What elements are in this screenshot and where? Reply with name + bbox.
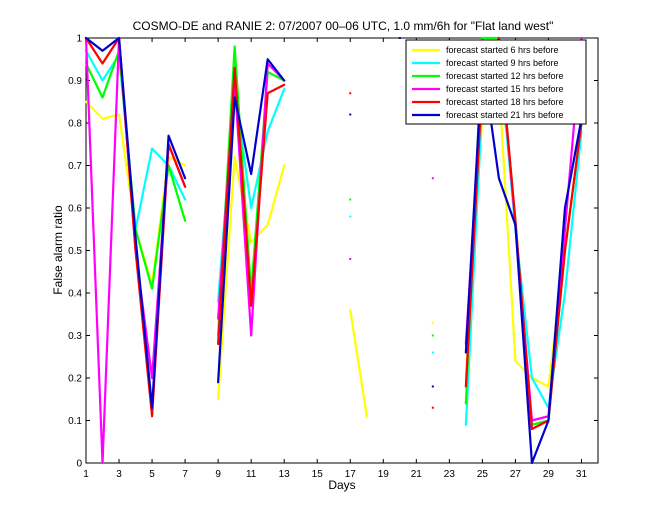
- legend-entry: forecast started 18 hrs before: [446, 97, 564, 107]
- data-point: [431, 334, 434, 337]
- series-line: [217, 66, 286, 346]
- series-layer: [84, 36, 583, 465]
- x-tick-label: 21: [411, 469, 423, 480]
- data-point: [431, 321, 434, 324]
- x-tick-label: 15: [312, 469, 324, 480]
- legend-box: [405, 39, 587, 125]
- data-point: [431, 351, 434, 354]
- x-tick-label: 23: [444, 469, 456, 480]
- legend-entry: forecast started 12 hrs before: [446, 71, 564, 81]
- data-point: [431, 406, 434, 409]
- series-line: [349, 308, 368, 418]
- y-tick-label: 0.3: [68, 331, 82, 342]
- y-tick-label: 0.7: [68, 161, 82, 172]
- data-point: [349, 198, 352, 201]
- series-line: [217, 58, 286, 384]
- y-tick-label: 1: [76, 34, 82, 45]
- x-tick-label: 5: [149, 469, 155, 480]
- y-tick-label: 0.4: [68, 289, 82, 300]
- data-point: [349, 113, 352, 116]
- x-tick-label: 17: [345, 469, 357, 480]
- x-tick-label: 1: [83, 469, 89, 480]
- y-tick-label: 0.2: [68, 374, 82, 385]
- y-axis-label: False alarm ratio: [51, 205, 65, 295]
- legend-entry: forecast started 15 hrs before: [446, 84, 564, 94]
- x-tick-label: 31: [576, 469, 588, 480]
- y-tick-label: 0: [76, 459, 82, 470]
- y-tick-label: 0.8: [68, 119, 82, 130]
- x-tick-label: 9: [215, 469, 221, 480]
- x-tick-label: 11: [246, 469, 257, 480]
- legend: forecast started 6 hrs before forecast st…: [405, 39, 587, 125]
- data-point: [349, 92, 352, 95]
- x-tick-label: 29: [543, 469, 555, 480]
- data-point: [431, 177, 434, 180]
- x-tick-label: 27: [510, 469, 522, 480]
- legend-entry: forecast started 21 hrs before: [446, 110, 564, 120]
- x-tick-label: 13: [279, 469, 291, 480]
- y-tick-label: 0.1: [68, 416, 82, 427]
- chart-title: COSMO-DE and RANIE 2: 07/2007 00–06 UTC,…: [133, 19, 554, 33]
- data-point: [349, 215, 352, 218]
- x-tick-label: 3: [116, 469, 122, 480]
- series-line: [217, 155, 286, 401]
- y-tick-label: 0.9: [68, 76, 82, 87]
- x-tick-label: 25: [477, 469, 489, 480]
- y-tick-label: 0.6: [68, 204, 82, 215]
- x-axis-label: Days: [328, 478, 355, 492]
- data-point: [431, 385, 434, 388]
- data-point: [349, 258, 352, 260]
- axis-ticks: 1 3 5 7 9 11 13 15 17 19 21 23 25 27 29 3100.10.20.30.4…: [68, 34, 598, 480]
- data-point: [398, 37, 401, 39]
- y-tick-label: 0.5: [68, 246, 82, 257]
- x-tick-label: 19: [378, 469, 390, 480]
- series-line: [84, 36, 187, 409]
- legend-entry: forecast started 6 hrs before: [446, 45, 559, 55]
- x-tick-label: 7: [182, 469, 188, 480]
- legend-entry: forecast started 9 hrs before: [446, 58, 559, 68]
